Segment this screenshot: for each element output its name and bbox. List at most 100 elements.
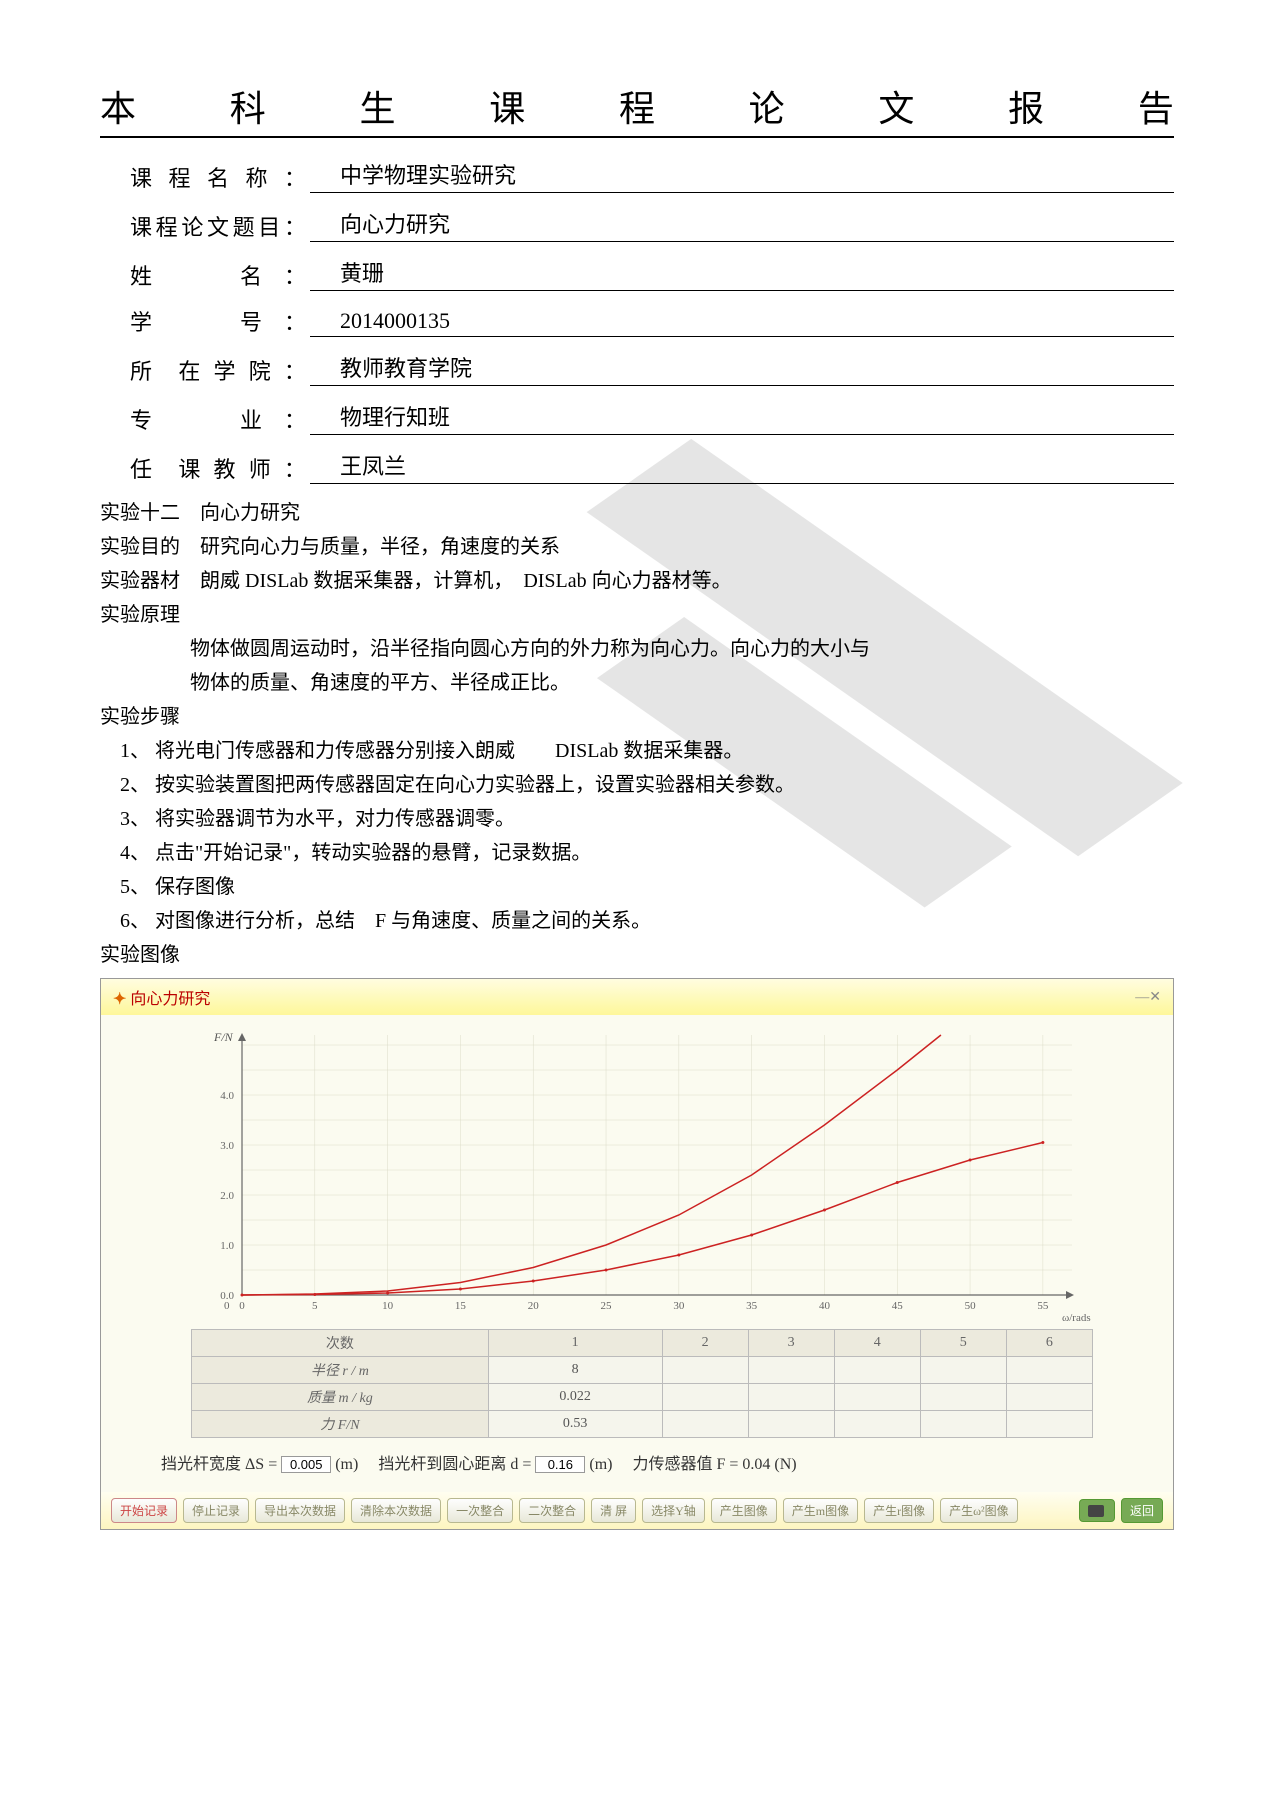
exp-number: 实验十二 向心力研究 [100, 498, 1174, 528]
svg-text:30: 30 [673, 1300, 685, 1312]
info-row: 课程论文题目：向心力研究 [130, 207, 1174, 242]
table-header: 2 [662, 1330, 748, 1357]
table-row-label: 半径 r / m [192, 1357, 489, 1384]
page-title: 本科生课程论文报告 [100, 80, 1174, 138]
toolbar-button[interactable]: 导出本次数据 [255, 1498, 345, 1523]
chart-panel: ✦ 向心力研究 —✕ 05101520253035404550550.01.02… [100, 978, 1174, 1530]
button-bar: 开始记录停止记录导出本次数据清除本次数据一次整合二次整合清 屏选择Y轴产生图像产… [101, 1492, 1173, 1529]
table-header: 5 [920, 1330, 1006, 1357]
info-value: 物理行知班 [310, 400, 1174, 435]
toolbar-button[interactable]: 产生m图像 [783, 1498, 858, 1523]
back-button[interactable]: 返回 [1121, 1498, 1163, 1523]
exp-purpose: 实验目的 研究向心力与质量，半径，角速度的关系 [100, 532, 1174, 562]
svg-text:0: 0 [224, 1300, 230, 1312]
toolbar-button[interactable]: 一次整合 [447, 1498, 513, 1523]
table-cell [662, 1411, 748, 1438]
step-item: 6、 对图像进行分析，总结 F 与角速度、质量之间的关系。 [100, 906, 1174, 936]
svg-text:40: 40 [819, 1300, 831, 1312]
force-value: 力传感器值 F = 0.04 (N) [632, 1456, 796, 1473]
svg-text:0: 0 [239, 1300, 245, 1312]
param-row: 挡光杆宽度 ΔS = (m) 挡光杆到圆心距离 d = (m) 力传感器值 F … [141, 1442, 1143, 1482]
image-head: 实验图像 [100, 940, 1174, 970]
svg-text:10: 10 [382, 1300, 394, 1312]
toolbar-button[interactable]: 产生ω²图像 [940, 1498, 1018, 1523]
table-cell [834, 1411, 920, 1438]
table-cell [920, 1384, 1006, 1411]
toolbar-button[interactable]: 二次整合 [519, 1498, 585, 1523]
info-value: 2014000135 [310, 308, 1174, 337]
table-cell: 0.022 [488, 1384, 662, 1411]
toolbar-button[interactable]: 清除本次数据 [351, 1498, 441, 1523]
svg-text:45: 45 [892, 1300, 904, 1312]
toolbar-button[interactable]: 清 屏 [591, 1498, 636, 1523]
svg-text:20: 20 [528, 1300, 540, 1312]
info-value: 中学物理实验研究 [310, 158, 1174, 193]
param-label: 挡光杆到圆心距离 d = [378, 1456, 531, 1473]
chart-area: 05101520253035404550550.01.02.03.04.0F/N… [101, 1015, 1173, 1492]
svg-text:55: 55 [1037, 1300, 1049, 1312]
close-icon[interactable]: —✕ [1135, 989, 1161, 1006]
data-table: 次数123456半径 r / m8质量 m / kg0.022力 F/N0.53 [191, 1329, 1093, 1438]
info-value: 黄珊 [310, 256, 1174, 291]
info-row: 任课教师：王凤兰 [130, 449, 1174, 484]
toolbar-button[interactable]: 产生图像 [711, 1498, 777, 1523]
steps-head: 实验步骤 [100, 702, 1174, 732]
table-header: 3 [748, 1330, 834, 1357]
svg-text:5: 5 [312, 1300, 318, 1312]
table-cell [834, 1384, 920, 1411]
svg-text:1.0: 1.0 [220, 1240, 234, 1252]
chart-title: 向心力研究 [130, 991, 210, 1008]
table-cell [1006, 1384, 1092, 1411]
table-cell [1006, 1357, 1092, 1384]
svg-text:F/N: F/N [213, 1030, 234, 1044]
svg-text:50: 50 [965, 1300, 977, 1312]
exp-equipment: 实验器材 朗威 DISLab 数据采集器，计算机， DISLab 向心力器材等。 [100, 566, 1174, 596]
table-cell [662, 1357, 748, 1384]
step-item: 2、 按实验装置图把两传感器固定在向心力实验器上，设置实验器相关参数。 [100, 770, 1174, 800]
info-row: 所在学院：教师教育学院 [130, 351, 1174, 386]
info-value: 向心力研究 [310, 207, 1174, 242]
svg-text:4.0: 4.0 [220, 1090, 234, 1102]
table-row-label: 力 F/N [192, 1411, 489, 1438]
svg-text:35: 35 [746, 1300, 758, 1312]
table-row-label: 质量 m / kg [192, 1384, 489, 1411]
step-item: 1、 将光电门传感器和力传感器分别接入朗威 DISLab 数据采集器。 [100, 736, 1174, 766]
chart-svg: 05101520253035404550550.01.02.03.04.0F/N… [141, 1025, 1143, 1325]
toolbar-button[interactable]: 停止记录 [183, 1498, 249, 1523]
toolbar-button[interactable]: 选择Y轴 [642, 1498, 705, 1523]
table-header: 6 [1006, 1330, 1092, 1357]
toolbar-button[interactable]: 开始记录 [111, 1498, 177, 1523]
table-header: 1 [488, 1330, 662, 1357]
distance-input[interactable] [535, 1456, 585, 1473]
table-cell: 8 [488, 1357, 662, 1384]
table-cell [1006, 1411, 1092, 1438]
back-button[interactable] [1079, 1499, 1115, 1522]
step-item: 3、 将实验器调节为水平，对力传感器调零。 [100, 804, 1174, 834]
table-cell [748, 1411, 834, 1438]
toolbar-button[interactable]: 产生r图像 [864, 1498, 934, 1523]
info-row: 姓名：黄珊 [130, 256, 1174, 291]
table-header: 4 [834, 1330, 920, 1357]
chart-titlebar: ✦ 向心力研究 —✕ [101, 979, 1173, 1015]
exp-principle-body: 物体做圆周运动时，沿半径指向圆心方向的外力称为向心力。向心力的大小与 [100, 634, 1174, 664]
info-row: 学号：2014000135 [130, 305, 1174, 337]
step-item: 5、 保存图像 [100, 872, 1174, 902]
param-unit: (m) [589, 1456, 612, 1473]
table-cell [920, 1357, 1006, 1384]
table-cell [920, 1411, 1006, 1438]
svg-text:15: 15 [455, 1300, 467, 1312]
table-cell [834, 1357, 920, 1384]
step-item: 4、 点击"开始记录"，转动实验器的悬臂，记录数据。 [100, 838, 1174, 868]
svg-text:ω/rads: ω/rads [1062, 1312, 1091, 1324]
info-value: 王凤兰 [310, 449, 1174, 484]
info-row: 课程名称：中学物理实验研究 [130, 158, 1174, 193]
camera-icon [1088, 1505, 1104, 1517]
delta-s-input[interactable] [281, 1456, 331, 1473]
table-cell [748, 1357, 834, 1384]
exp-principle-body: 物体的质量、角速度的平方、半径成正比。 [100, 668, 1174, 698]
info-value: 教师教育学院 [310, 351, 1174, 386]
param-label: 挡光杆宽度 ΔS = [161, 1456, 277, 1473]
table-header: 次数 [192, 1330, 489, 1357]
svg-text:25: 25 [601, 1300, 613, 1312]
param-unit: (m) [335, 1456, 358, 1473]
